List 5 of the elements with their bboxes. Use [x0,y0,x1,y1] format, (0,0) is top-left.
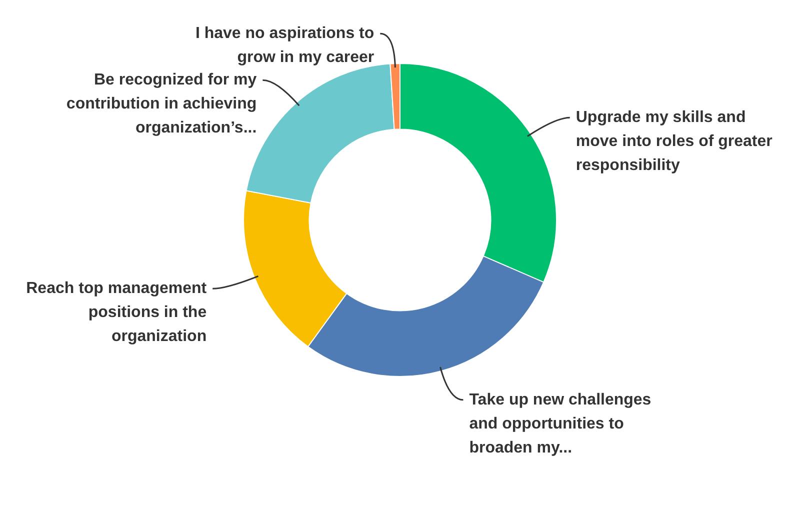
slice-label: Be recognized for my contribution in achieving organization’s... [66,72,257,137]
slice-label: Upgrade my skills and move into roles of greater responsibility [576,109,772,174]
slice-label: Reach top management positions in the organization [26,280,208,346]
slice-label: Take up new challenges and opportunities to broaden my... [469,391,652,456]
slice-label: I have no aspirations to grow in my career [195,25,374,66]
